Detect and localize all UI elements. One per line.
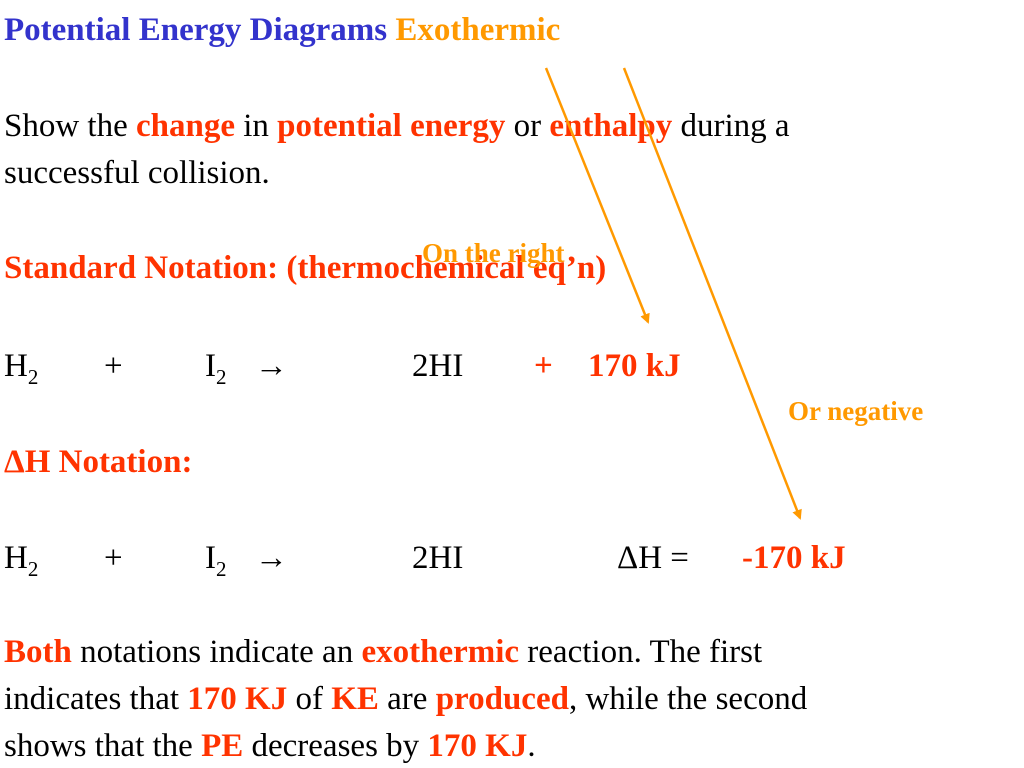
standard-reactant-h2: H2 [4, 348, 38, 389]
standard-plus: + [104, 348, 123, 384]
delta-reactant-h2: H2 [4, 540, 38, 581]
summary-170kj: 170 KJ [187, 681, 288, 717]
delta-h-value: -170 kJ [742, 540, 846, 576]
summary-text: indicates that [4, 681, 188, 717]
delta-h-notation-heading: ΔH Notation: [4, 444, 193, 480]
summary-text: are [378, 681, 436, 717]
standard-arrow: → [255, 348, 288, 384]
summary-line-2: indicates that 170 KJ of KE are produced… [4, 681, 807, 718]
subscript: 2 [27, 365, 39, 389]
slide-title: Potential Energy Diagrams Exothermic [4, 12, 560, 49]
summary-produced: produced [435, 681, 569, 717]
element-symbol: H [4, 540, 28, 576]
intro-line-2: successful collision. [4, 155, 270, 191]
summary-line-3: shows that the PE decreases by 170 KJ. [4, 728, 536, 765]
title-accent: Exothermic [395, 12, 561, 48]
summary-text: , while the second [568, 681, 808, 717]
intro-text: Show the [4, 108, 136, 144]
summary-text: notations indicate an [71, 634, 362, 670]
standard-reactant-i2: I2 [205, 348, 227, 389]
intro-text: or [505, 108, 550, 144]
intro-text: in [235, 108, 278, 144]
standard-notation-heading: Standard Notation: (thermochemical eq’n) [4, 250, 607, 286]
subscript: 2 [27, 557, 39, 581]
annotation-on-the-right: On the right [422, 238, 565, 268]
delta-arrow: → [255, 540, 288, 576]
subscript: 2 [216, 365, 227, 389]
summary-text: reaction. The first [519, 634, 763, 670]
intro-change: change [136, 108, 235, 144]
summary-text: decreases by [243, 728, 428, 764]
delta-plus: + [104, 540, 123, 576]
summary-text: of [287, 681, 332, 717]
element-symbol: H [4, 348, 28, 384]
summary-pe: PE [201, 728, 244, 764]
summary-170kj: 170 KJ [427, 728, 528, 764]
delta-h-label: ΔH = [617, 540, 689, 576]
standard-energy-sign: + [534, 348, 553, 384]
element-symbol: I [205, 348, 216, 384]
delta-product: 2HI [412, 540, 464, 576]
arrow-to-delta-h-value [622, 67, 802, 520]
standard-energy: 170 kJ [588, 348, 681, 384]
standard-product: 2HI [412, 348, 464, 384]
summary-text: shows that the [4, 728, 202, 764]
summary-text: . [527, 728, 536, 764]
summary-exothermic: exothermic [361, 634, 520, 670]
element-symbol: I [205, 540, 216, 576]
title-main: Potential Energy Diagrams [4, 12, 388, 48]
annotation-or-negative: Or negative [788, 396, 924, 426]
summary-line-1: Both notations indicate an exothermic re… [4, 634, 762, 671]
arrow-to-energy [544, 67, 650, 324]
summary-both: Both [4, 634, 72, 670]
intro-line-1: Show the change in potential energy or e… [4, 108, 790, 145]
subscript: 2 [216, 557, 227, 581]
intro-potential-energy: potential energy [277, 108, 506, 144]
summary-ke: KE [331, 681, 379, 717]
intro-text: during a [672, 108, 790, 144]
delta-reactant-i2: I2 [205, 540, 227, 581]
